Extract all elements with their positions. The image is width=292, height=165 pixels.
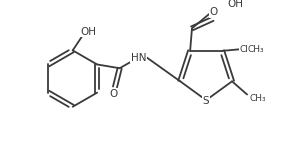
Text: O: O <box>109 89 117 99</box>
Text: OH: OH <box>228 0 244 9</box>
Text: CH₃: CH₃ <box>248 45 264 53</box>
Text: OH: OH <box>81 27 97 37</box>
Text: S: S <box>203 96 209 106</box>
Text: HN: HN <box>131 53 146 63</box>
Text: CH₃: CH₃ <box>250 94 267 103</box>
Text: O: O <box>209 7 218 17</box>
Text: CH₃: CH₃ <box>239 45 256 53</box>
